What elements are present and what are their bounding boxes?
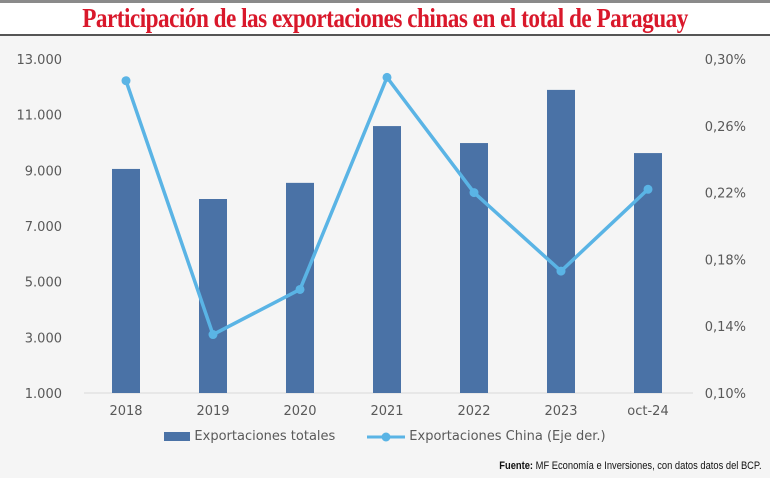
x-tick-label: 2020 (283, 404, 316, 419)
line-point (121, 76, 131, 86)
bar (199, 199, 227, 393)
x-tick-label: 2023 (544, 404, 577, 419)
bar (547, 89, 575, 394)
x-tick-label: oct-24 (627, 404, 668, 419)
x-tick-label: 2019 (196, 404, 229, 419)
source-text: MF Economía e Inversiones, con datos dat… (533, 460, 762, 472)
bar (460, 143, 488, 393)
left-tick-label: 5.000 (25, 276, 62, 291)
left-tick-label: 1.000 (25, 387, 62, 402)
legend-item-line: Exportaciones China (Eje der.) (367, 429, 606, 444)
title-box: Participación de las exportaciones china… (0, 3, 770, 36)
line-point (295, 284, 305, 294)
legend-swatch-bar (164, 432, 191, 441)
left-tick-label: 7.000 (25, 220, 62, 235)
line-point (382, 72, 392, 82)
legend-label: Exportaciones China (Eje der.) (409, 429, 606, 444)
top-rule (0, 0, 770, 3)
right-tick-label: 0,26% (705, 120, 746, 135)
chart-title: Participación de las exportaciones china… (82, 3, 688, 33)
right-tick-label: 0,14% (705, 320, 746, 335)
line-point (469, 188, 479, 198)
line-point (208, 330, 218, 340)
right-tick-label: 0,30% (705, 53, 746, 68)
source-note: Fuente: MF Economía e Inversiones, con d… (500, 460, 762, 472)
left-tick-label: 9.000 (25, 164, 62, 179)
legend-swatch-line (367, 432, 406, 441)
legend-item-bar: Exportaciones totales (164, 429, 335, 444)
bar (373, 126, 401, 393)
bar (112, 168, 140, 393)
x-tick-label: 2022 (457, 404, 490, 419)
right-tick-label: 0,22% (705, 187, 746, 202)
line-point (556, 266, 566, 276)
left-tick-label: 3.000 (25, 331, 62, 346)
line-point (643, 184, 653, 194)
left-tick-label: 11.000 (17, 109, 63, 124)
legend-label: Exportaciones totales (194, 429, 336, 444)
x-tick-label: 2021 (370, 404, 403, 419)
right-tick-label: 0,10% (705, 387, 746, 402)
legend: Exportaciones totales Exportaciones Chin… (0, 429, 770, 444)
right-tick-label: 0,18% (705, 253, 746, 268)
x-tick-label: 2018 (109, 404, 142, 419)
left-tick-label: 13.000 (17, 53, 63, 68)
source-label: Fuente: (499, 460, 534, 472)
